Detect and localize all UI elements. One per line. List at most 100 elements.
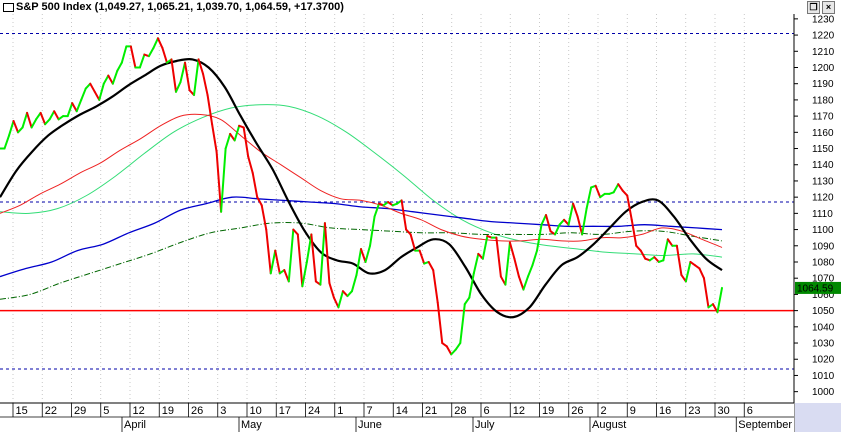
- price-segment: [98, 82, 105, 101]
- x-tick-label: 16: [659, 405, 671, 417]
- moving-average-line: [0, 222, 723, 300]
- price-segment: [337, 290, 344, 309]
- price-segment: [292, 228, 299, 236]
- price-segment: [432, 269, 439, 304]
- y-tick-label: 1230: [812, 14, 835, 25]
- price-segment: [450, 348, 457, 356]
- price-segment: [585, 186, 593, 210]
- price-segment: [675, 244, 683, 276]
- y-tick-label: 1020: [812, 355, 835, 366]
- price-segment: [540, 213, 548, 226]
- price-segment: [48, 110, 56, 121]
- moving-average-line: [0, 57, 723, 319]
- price-segment: [639, 249, 647, 260]
- price-segment: [405, 228, 412, 236]
- price-segment: [129, 45, 137, 69]
- price-segment: [152, 37, 159, 50]
- plot-area: [0, 14, 794, 403]
- price-segment: [373, 202, 381, 218]
- y-tick-label: 1120: [812, 193, 834, 204]
- price-segment: [89, 82, 96, 93]
- price-segment: [554, 223, 561, 236]
- price-segment: [53, 110, 60, 121]
- price-segment: [621, 189, 629, 197]
- price-segment: [369, 215, 376, 247]
- price-segment: [247, 155, 254, 174]
- price-segment: [35, 111, 42, 121]
- window-title: S&P 500 Index (1,049.27, 1,065.21, 1,039…: [16, 1, 344, 13]
- price-segment: [107, 74, 114, 85]
- price-segment: [319, 222, 326, 286]
- price-segment: [535, 223, 543, 252]
- x-tick-label: 23: [688, 405, 700, 417]
- y-tick-label: 1040: [812, 322, 835, 333]
- price-segment: [427, 260, 435, 272]
- price-segment: [211, 123, 218, 153]
- price-segment: [202, 72, 209, 97]
- price-segment: [12, 119, 20, 134]
- price-segment: [174, 81, 182, 93]
- price-segment: [436, 301, 444, 345]
- x-tick-label: 6: [747, 405, 753, 417]
- price-segment: [305, 233, 313, 263]
- price-segment: [242, 126, 250, 158]
- y-tick-label: 1070: [812, 274, 835, 285]
- price-segment: [445, 345, 453, 356]
- x-tick-label: 9: [630, 405, 636, 417]
- price-segment: [193, 58, 200, 97]
- x-tick-label: 14: [396, 405, 408, 417]
- x-tick-label: 5: [103, 405, 109, 417]
- price-segment: [66, 102, 74, 118]
- price-segment: [702, 277, 710, 309]
- price-segment: [545, 213, 552, 233]
- price-segment: [635, 244, 642, 252]
- window-icon: [3, 3, 14, 12]
- price-segment: [360, 248, 367, 263]
- price-segment: [184, 61, 191, 92]
- price-segment: [287, 228, 295, 283]
- price-segment: [71, 102, 78, 113]
- price-segment: [612, 183, 620, 194]
- x-tick-label: 26: [571, 405, 583, 417]
- price-segment: [17, 126, 24, 134]
- price-segment: [364, 244, 372, 263]
- x-tick-label: 28: [454, 405, 466, 417]
- price-segment: [522, 275, 529, 291]
- price-segment: [8, 119, 15, 137]
- price-segment: [229, 132, 236, 142]
- price-segment: [93, 90, 101, 101]
- y-tick-label: 1080: [812, 257, 835, 268]
- price-segment: [75, 98, 83, 113]
- y-tick-label: 1030: [812, 339, 835, 350]
- price-segment: [463, 296, 471, 306]
- price-segment: [265, 228, 272, 275]
- price-segment: [84, 82, 92, 90]
- price-segment: [400, 199, 408, 231]
- title-bar: S&P 500 Index (1,049.27, 1,065.21, 1,039…: [0, 0, 841, 14]
- y-tick-label: 1160: [812, 128, 834, 139]
- price-segment: [454, 342, 462, 351]
- price-segment: [504, 241, 511, 286]
- price-segment: [617, 183, 624, 192]
- price-segment: [224, 132, 232, 150]
- month-label: September: [738, 419, 792, 431]
- close-icon[interactable]: ×: [822, 1, 835, 14]
- price-segment: [21, 111, 29, 129]
- price-segment: [116, 61, 123, 72]
- y-tick-label: 1140: [812, 160, 834, 171]
- price-segment: [662, 238, 669, 262]
- price-segment: [526, 264, 534, 278]
- price-segment: [156, 37, 164, 50]
- restore-icon[interactable]: ❐: [807, 1, 820, 14]
- price-segment: [355, 248, 362, 276]
- price-segment: [346, 290, 353, 298]
- price-segment: [459, 303, 466, 345]
- price-segment: [256, 196, 263, 207]
- price-segment: [409, 233, 417, 252]
- x-tick-label: 26: [191, 405, 203, 417]
- price-segment: [572, 202, 579, 218]
- y-tick-label: 1010: [812, 371, 835, 382]
- price-segment: [716, 286, 723, 314]
- y-tick-label: 1200: [812, 63, 835, 74]
- price-segment: [684, 260, 692, 283]
